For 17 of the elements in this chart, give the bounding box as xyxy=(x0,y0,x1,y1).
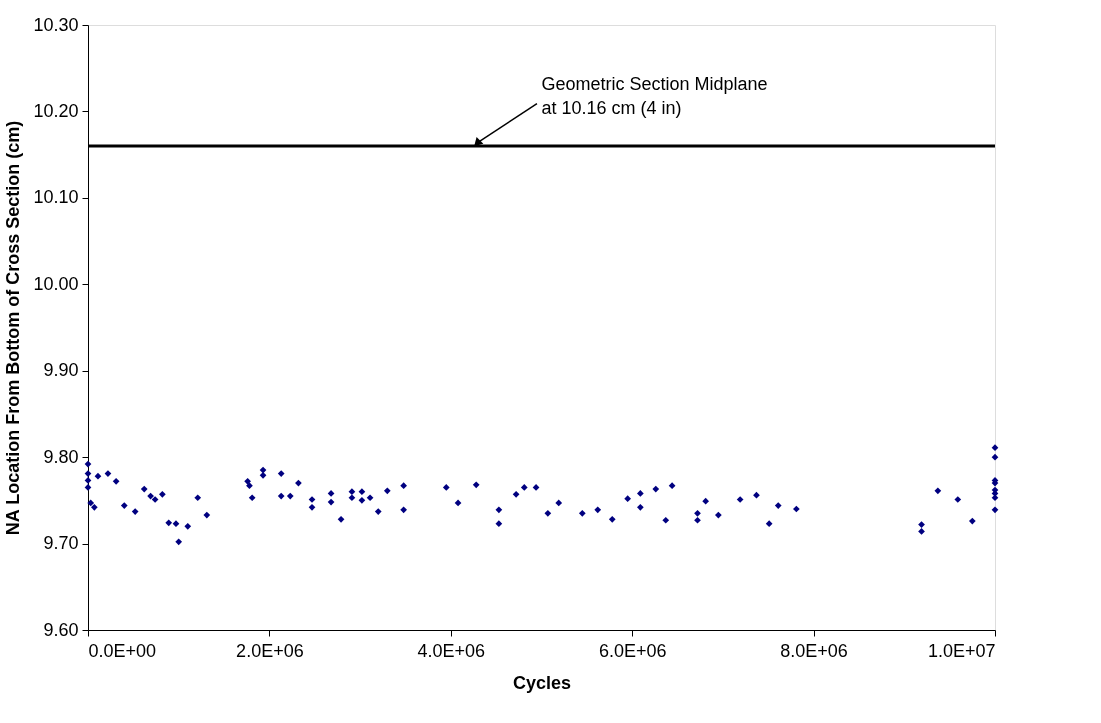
y-tick-label: 10.20 xyxy=(33,100,79,121)
y-tick-label: 10.10 xyxy=(33,187,79,208)
y-axis-title: NA Location From Bottom of Cross Section (cm) xyxy=(3,120,24,536)
y-tick-label: 10.00 xyxy=(33,273,79,294)
x-tick-label: 0.0E+00 xyxy=(88,640,157,661)
x-tick-label: 6.0E+06 xyxy=(598,640,667,661)
x-tick-label: 4.0E+06 xyxy=(417,640,486,661)
y-tick-label: 9.60 xyxy=(43,619,79,640)
y-tick-label: 9.90 xyxy=(43,360,79,381)
y-tick-label: 9.70 xyxy=(43,533,79,554)
x-axis-title: Cycles xyxy=(512,672,572,693)
x-tick-label: 1.0E+07 xyxy=(927,640,996,661)
y-tick-label: 10.30 xyxy=(33,14,79,35)
x-tick-label: 8.0E+06 xyxy=(780,640,848,661)
x-tick-label: 2.0E+06 xyxy=(236,640,304,661)
y-tick-label: 9.80 xyxy=(43,446,79,467)
ref-line-label: Geometric Section Midplane at 10.16 cm (4 in) xyxy=(541,74,768,119)
